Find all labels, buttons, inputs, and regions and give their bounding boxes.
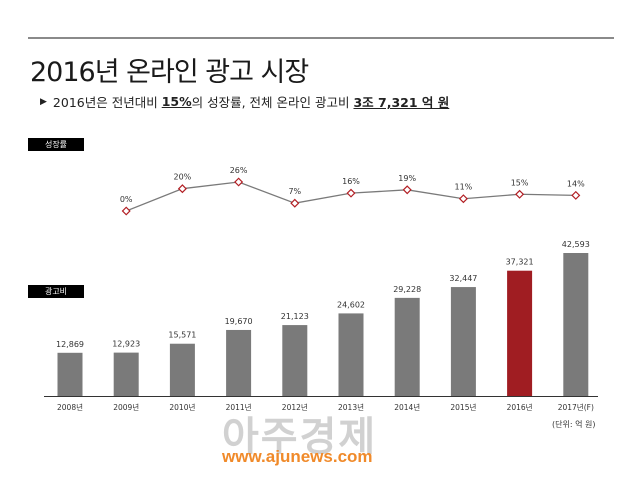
- bar: [282, 325, 308, 396]
- bar-value-label: 12,869: [56, 340, 84, 349]
- growth-point: [515, 189, 525, 199]
- bar-value-label: 19,670: [225, 317, 253, 326]
- ad-spend-tag: 광고비: [28, 285, 84, 298]
- x-tick-label: 2012년: [282, 402, 308, 412]
- x-tick-label: 2011년: [226, 402, 252, 412]
- x-tick-label: 2010년: [169, 402, 195, 412]
- x-tick-label: 2014년: [394, 402, 420, 412]
- bar-value-label: 32,447: [449, 274, 477, 283]
- bar: [394, 297, 420, 396]
- summary-mid: 의 성장률, 전체 온라인 광고비: [191, 95, 350, 110]
- growth-point: [346, 188, 356, 198]
- bar-value-label: 15,571: [168, 331, 196, 340]
- growth-value-label: 7%: [288, 187, 301, 196]
- summary-prefix: 2016년은 전년대비: [52, 95, 158, 110]
- bar: [226, 329, 252, 396]
- top-divider: [28, 37, 614, 39]
- x-tick-label: 2017년(F): [558, 402, 594, 412]
- page-title: 2016년 온라인 광고 시장: [30, 57, 309, 88]
- triangle-bullet-icon: ▶: [40, 96, 47, 107]
- growth-value-label: 14%: [567, 179, 585, 188]
- growth-point: [121, 206, 131, 216]
- bar-value-label: 29,228: [393, 285, 421, 294]
- unit-note: (단위: 억 원): [552, 420, 596, 429]
- growth-point: [177, 184, 187, 194]
- growth-point: [571, 190, 581, 200]
- summary-amount: 3조 7,321 억 원: [353, 95, 450, 110]
- growth-point: [290, 198, 300, 208]
- bar: [113, 352, 139, 396]
- growth-value-label: 20%: [174, 173, 192, 182]
- bar: [57, 352, 83, 396]
- bar-value-label: 37,321: [506, 258, 534, 267]
- growth-value-label: 0%: [120, 195, 133, 204]
- summary-growth: 15%: [161, 94, 192, 109]
- watermark-text: 아주경제: [222, 414, 378, 460]
- growth-value-label: 15%: [511, 178, 529, 187]
- growth-rate-tag: 성장률: [28, 138, 84, 151]
- x-tick-label: 2013년: [338, 402, 364, 412]
- growth-value-label: 16%: [342, 177, 360, 186]
- bar-value-label: 24,602: [337, 300, 365, 309]
- bar: [507, 270, 533, 396]
- x-tick-label: 2009년: [113, 402, 139, 412]
- bar-value-label: 12,923: [112, 340, 140, 349]
- growth-point: [234, 177, 244, 187]
- x-tick-label: 2008년: [57, 402, 83, 412]
- growth-value-label: 11%: [455, 183, 473, 192]
- growth-value-label: 26%: [230, 166, 248, 175]
- summary-line: ▶ 2016년은 전년대비 15% 의 성장률, 전체 온라인 광고비 3조 7…: [40, 92, 449, 111]
- growth-value-label: 19%: [398, 174, 416, 183]
- x-tick-label: 2015년: [450, 402, 476, 412]
- watermark-url: www.ajunews.com: [222, 447, 373, 466]
- bar: [563, 253, 589, 396]
- bar: [169, 343, 195, 396]
- bar: [450, 287, 476, 396]
- bar: [338, 313, 364, 396]
- growth-point: [458, 194, 468, 204]
- bar-value-label: 21,123: [281, 312, 309, 321]
- growth-point: [402, 185, 412, 195]
- bar-value-label: 42,593: [562, 240, 590, 249]
- x-tick-label: 2016년: [507, 402, 533, 412]
